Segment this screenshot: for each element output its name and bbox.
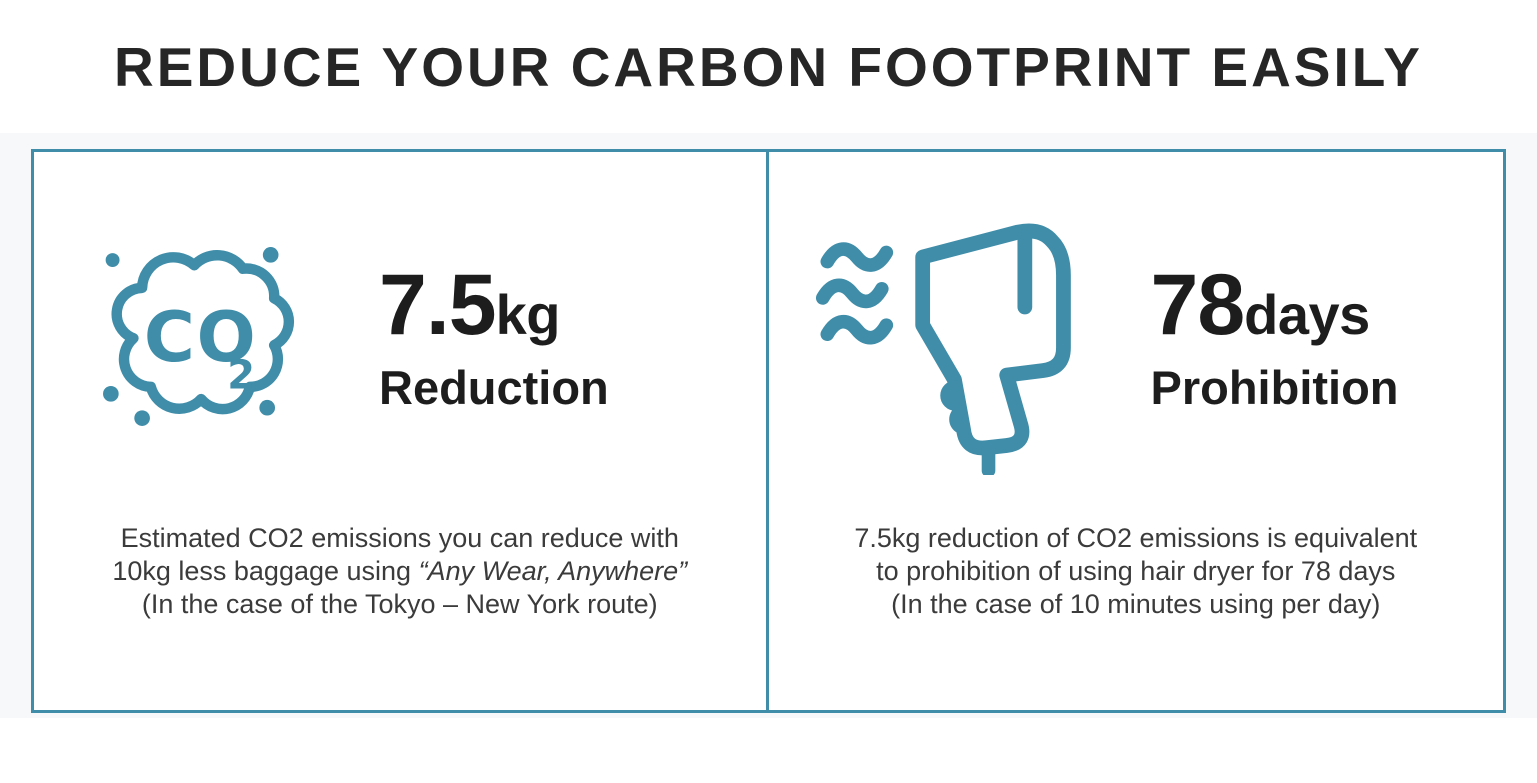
content-band: CO 2 7.5 kg Reduction [0, 133, 1537, 718]
dryer-desc-line3: (In the case of 10 minutes using per day… [891, 589, 1381, 620]
co2-stat-unit: kg [495, 282, 561, 346]
co2-cloud-icon: CO 2 [90, 234, 295, 439]
co2-icon-text: CO [144, 296, 258, 377]
page-title: REDUCE YOUR CARBON FOOTPRINT EASILY [113, 36, 1423, 98]
co2-desc-line2: 10kg less baggage using “Any Wear, Anywh… [34, 555, 766, 588]
co2-desc-line3: (In the case of the Tokyo – New York rou… [141, 589, 658, 620]
co2-stat-value: 7.5 [379, 256, 497, 353]
panel-hair-dryer-prohibition: 78 days Prohibition 7.5kg reduction of CO… [769, 152, 1504, 710]
infographic-card: CO 2 7.5 kg Reduction [31, 149, 1506, 713]
dryer-description: 7.5kg reduction of CO2 emissions is equi… [769, 522, 1504, 622]
panel-co2-reduction: CO 2 7.5 kg Reduction [34, 152, 769, 710]
co2-stat-label: Reduction [379, 360, 609, 414]
dryer-stat: 78 days Prohibition [1151, 262, 1399, 411]
dryer-stat-value-row: 78 days [1151, 262, 1399, 348]
dryer-hero-row: 78 days Prohibition [769, 210, 1504, 475]
co2-desc-line2-quote: “Any Wear, Anywhere” [418, 556, 688, 587]
dryer-stat-value: 78 [1150, 256, 1246, 353]
dryer-stat-unit: days [1244, 282, 1370, 346]
co2-hero-row: CO 2 7.5 kg Reduction [34, 210, 766, 462]
hair-dryer-icon [809, 198, 1109, 475]
dryer-desc-line2: to prohibition of using hair dryer for 7… [876, 556, 1396, 587]
co2-stat: 7.5 kg Reduction [379, 262, 609, 411]
co2-desc-line1: Estimated CO2 emissions you can reduce w… [120, 523, 679, 553]
dryer-desc-line1: 7.5kg reduction of CO2 emissions is equi… [854, 523, 1418, 553]
co2-desc-line2-prefix: 10kg less baggage using [112, 556, 419, 587]
dryer-stat-label: Prohibition [1150, 360, 1399, 414]
co2-icon-subscript: 2 [227, 352, 255, 398]
co2-description: Estimated CO2 emissions you can reduce w… [34, 522, 766, 622]
co2-stat-value-row: 7.5 kg [379, 262, 609, 348]
